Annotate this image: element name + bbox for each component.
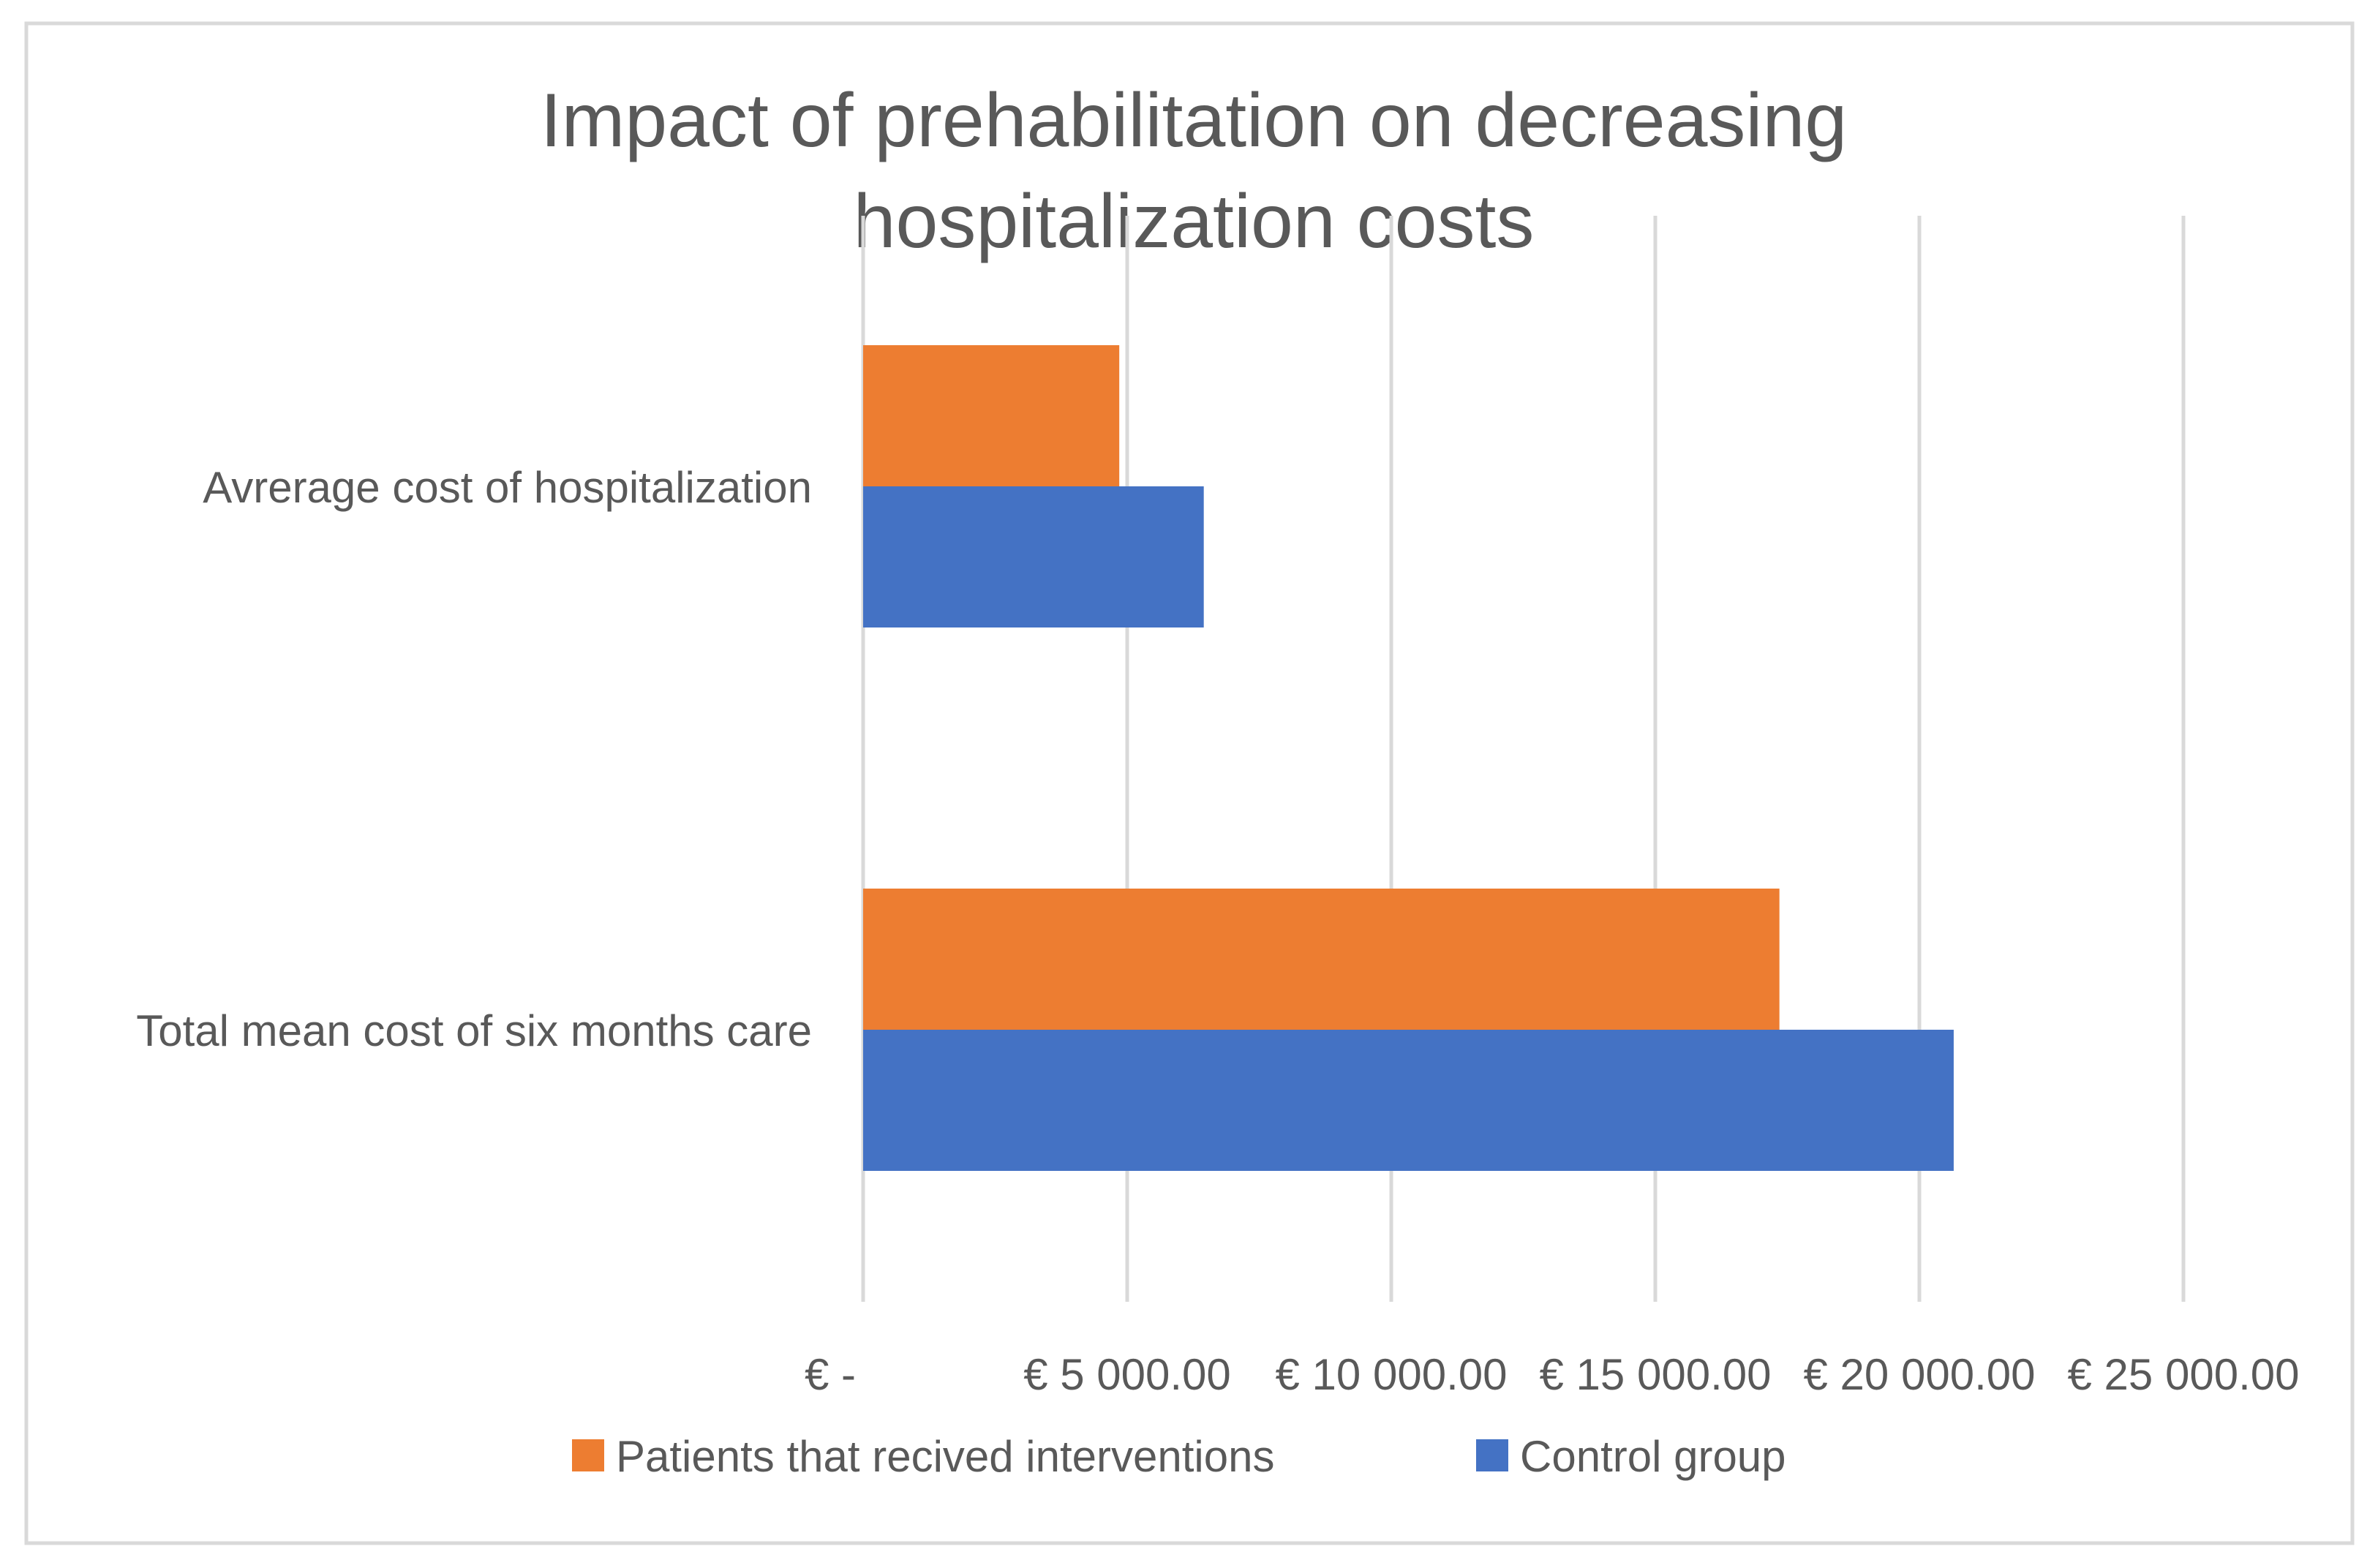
category-label-0: Avrerage cost of hospitalization xyxy=(203,463,812,512)
x-tick-label-0: € - xyxy=(805,1350,856,1399)
category-labels: Avrerage cost of hospitalization Total me… xyxy=(136,463,812,1055)
x-tick-label-1: € 5 000.00 xyxy=(1023,1350,1231,1399)
chart-title-line-2: hospitalization costs xyxy=(854,179,1535,264)
chart-title-line-1: Impact of prehabilitation on decreasing xyxy=(541,78,1847,163)
x-tick-label-2: € 10 000.00 xyxy=(1276,1350,1508,1399)
legend-label-interventions: Patients that recived interventions xyxy=(616,1432,1275,1481)
x-tick-label-5: € 25 000.00 xyxy=(2068,1350,2300,1399)
legend: Patients that recived interventions Cont… xyxy=(572,1432,1786,1481)
legend-label-control: Control group xyxy=(1520,1432,1786,1481)
legend-swatch-control xyxy=(1476,1439,1508,1471)
chart-border xyxy=(24,21,2355,1545)
legend-swatch-interventions xyxy=(572,1439,604,1471)
bar-control-0 xyxy=(863,486,1204,627)
category-label-1: Total mean cost of six months care xyxy=(136,1006,812,1055)
bar-control-1 xyxy=(863,1030,1954,1171)
bar-interventions-0 xyxy=(863,345,1120,486)
x-tick-labels: € - € 5 000.00 € 10 000.00 € 15 000.00 € 20 … xyxy=(805,1350,2300,1399)
x-tick-label-4: € 20 000.00 xyxy=(1804,1350,2036,1399)
bar-interventions-1 xyxy=(863,889,1780,1030)
bars xyxy=(863,345,1954,1171)
x-tick-label-3: € 15 000.00 xyxy=(1540,1350,1772,1399)
